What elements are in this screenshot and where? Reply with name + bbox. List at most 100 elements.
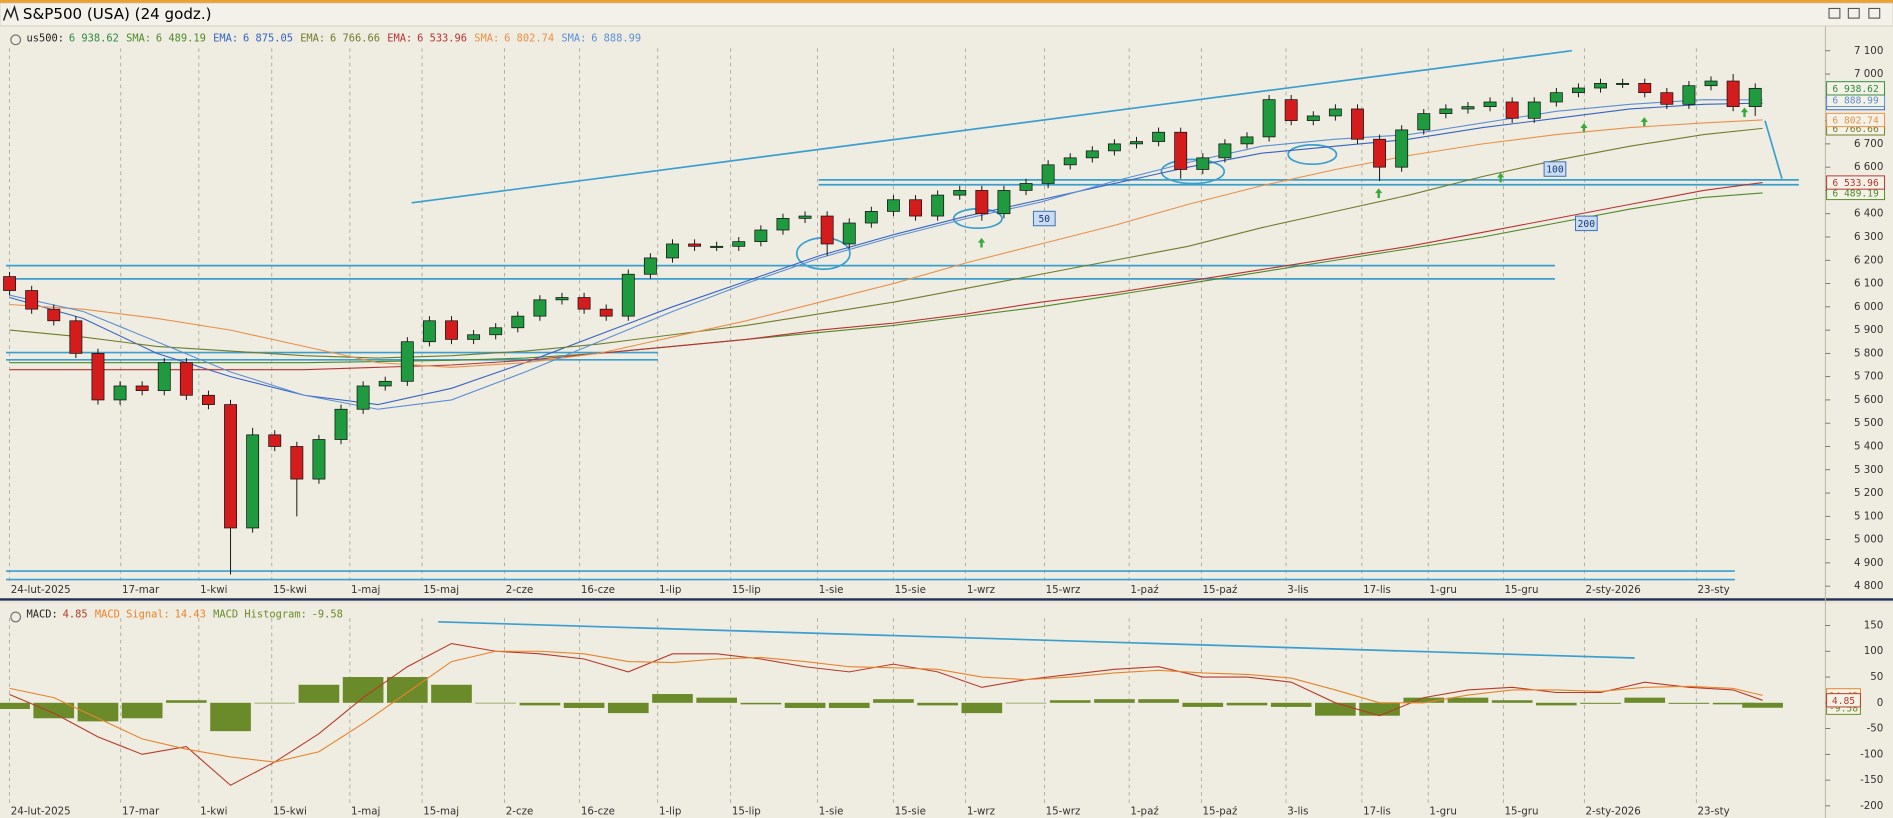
- candle-body: [1616, 82, 1630, 85]
- x-tick-label: 15-lip: [732, 805, 761, 817]
- value-box: [1826, 81, 1886, 96]
- histogram-bar: [386, 677, 428, 703]
- candle-body: [975, 190, 989, 215]
- value-box-label: 6 766.66: [1832, 124, 1879, 135]
- candle-body: [1085, 150, 1099, 159]
- y-tick-label: 5 300: [1854, 464, 1883, 476]
- histogram-bar: [1624, 697, 1666, 703]
- x-tick-label: 3-lis: [1287, 805, 1308, 817]
- histogram-bar: [1536, 702, 1577, 706]
- candle-body: [1461, 106, 1475, 110]
- y-tick-label: 5 100: [1854, 510, 1883, 522]
- x-tick-label: 24-lut-2025: [11, 584, 71, 596]
- value-box-label: 6 489.19: [1832, 189, 1879, 200]
- window-controls[interactable]: [1828, 7, 1881, 19]
- histogram-bar: [1182, 702, 1224, 707]
- histogram-bar: [166, 700, 207, 703]
- histogram-bar: [210, 702, 251, 732]
- x-tick-label: 15-lip: [732, 584, 761, 596]
- candle-body: [710, 245, 724, 248]
- candle-body: [511, 315, 525, 329]
- x-tick-label: 1-gru: [1429, 805, 1456, 817]
- candle-body: [91, 353, 105, 401]
- candle-body: [179, 362, 193, 396]
- y-tick-label: 4 900: [1854, 557, 1883, 569]
- candle-body: [1527, 101, 1541, 119]
- candle-body: [842, 222, 856, 245]
- candle-body: [1152, 131, 1166, 142]
- histogram-bar: [1138, 699, 1179, 703]
- maximize-button[interactable]: [1847, 7, 1860, 19]
- x-tick-label: 15-sie: [895, 584, 926, 596]
- x-tick-label: 17-mar: [122, 805, 160, 817]
- moving-average-line: [9, 192, 1763, 364]
- candle-body: [798, 215, 812, 219]
- tool-icon[interactable]: [10, 34, 22, 46]
- histogram-bar: [475, 702, 517, 704]
- candle-body: [643, 257, 657, 275]
- candle-body: [25, 290, 39, 310]
- y-tick-label: 5 500: [1854, 417, 1883, 429]
- pane-tools[interactable]: [10, 34, 22, 623]
- value-box: [1826, 693, 1861, 708]
- y-tick-label: -50: [1867, 723, 1884, 735]
- value-box-label: 4.85: [1832, 696, 1855, 707]
- x-tick-label: 1-maj: [351, 584, 380, 596]
- candle-body: [1594, 82, 1607, 89]
- histogram-bar: [917, 702, 958, 706]
- y-tick-label: 5 900: [1854, 324, 1883, 336]
- candle-body: [1351, 108, 1364, 140]
- candle-body: [621, 273, 635, 317]
- ma-label: 50: [1038, 214, 1050, 225]
- candle-body: [1704, 80, 1718, 87]
- histogram-bar: [1668, 702, 1710, 704]
- histogram-bar: [431, 684, 472, 703]
- histogram-bar: [1226, 702, 1268, 706]
- x-tick-label: 1-gru: [1429, 584, 1456, 596]
- tool-icon[interactable]: [10, 611, 22, 623]
- highlight-circle: [1160, 158, 1226, 185]
- x-tick-label: 1-kwi: [200, 805, 227, 817]
- x-tick-label: 2-cze: [506, 805, 534, 817]
- close-button[interactable]: [1868, 7, 1881, 19]
- candle-body: [887, 199, 900, 212]
- candle-body: [1439, 108, 1453, 114]
- minimize-button[interactable]: [1828, 7, 1841, 19]
- x-tick-label: 15-sie: [895, 805, 926, 817]
- x-tick-label: 15-kwi: [273, 584, 307, 596]
- legend-value: 6 938.62: [69, 33, 119, 45]
- histogram-bar: [1447, 697, 1489, 703]
- candle-body: [1041, 164, 1055, 184]
- candle-body: [268, 434, 282, 447]
- x-tick-label: 15-gru: [1505, 805, 1539, 817]
- window-title: S&P500 (USA) (24 godz.): [23, 5, 212, 23]
- y-tick-label: 0: [1877, 697, 1884, 709]
- histogram-bar: [1742, 702, 1783, 708]
- x-tick-label: 1-lip: [659, 584, 681, 596]
- legend-name: EMA:: [213, 33, 238, 45]
- ma-label-box: [1575, 215, 1598, 232]
- legend-value: 6 888.99: [591, 33, 641, 45]
- y-tick-label: 6 700: [1854, 138, 1883, 150]
- candle-body: [3, 276, 17, 291]
- candle-body: [1682, 85, 1696, 105]
- y-tick-label: 4 800: [1854, 580, 1883, 592]
- trend-line: [1764, 120, 1783, 179]
- candle-body: [577, 297, 591, 310]
- x-tick-label: 24-lut-2025: [11, 805, 71, 817]
- x-tick-label: 16-cze: [581, 805, 615, 817]
- histogram-bar: [873, 699, 914, 703]
- candle-body: [422, 320, 436, 343]
- x-tick-label: 15-paź: [1203, 805, 1238, 817]
- candle-body: [1726, 80, 1740, 107]
- y-tick-label: 5 800: [1854, 347, 1883, 359]
- candle-body: [400, 341, 414, 382]
- up-arrow: [1497, 172, 1505, 183]
- candle-body: [599, 308, 613, 317]
- y-tick-label: 7 000: [1854, 68, 1883, 80]
- histogram-bar: [1270, 702, 1312, 707]
- histogram-bar: [1403, 697, 1445, 703]
- y-tick-label: 5 400: [1854, 440, 1883, 452]
- y-tick-label: 150: [1864, 619, 1884, 631]
